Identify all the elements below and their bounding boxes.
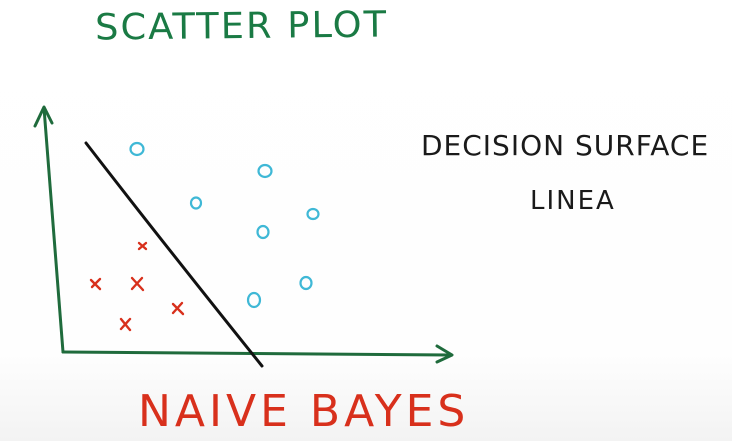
x-axis-arrowhead [435,344,454,364]
x-axis-line [61,350,452,357]
circle-point [189,196,203,210]
circle-point [246,291,262,309]
circle-point [129,141,145,157]
circle-point [299,275,313,291]
cross-point [119,317,132,332]
circle-class-points [129,141,320,309]
annotation-line-1: DECISION SURFACE [421,129,710,162]
decision-boundary-line [84,141,264,368]
cross-point [89,277,102,291]
cross-point [137,241,148,251]
circle-point [257,163,273,179]
cross-point [171,301,185,316]
footer-caption: NAIVE BAYES [138,386,470,437]
circle-point [256,224,270,240]
plot-axes [33,105,454,364]
cross-class-points [89,241,185,332]
y-axis-line [42,106,65,354]
annotation-line-2: LINEA [530,186,616,216]
cross-point [130,276,145,292]
circle-point [306,207,320,221]
y-axis-arrowhead [33,105,54,128]
